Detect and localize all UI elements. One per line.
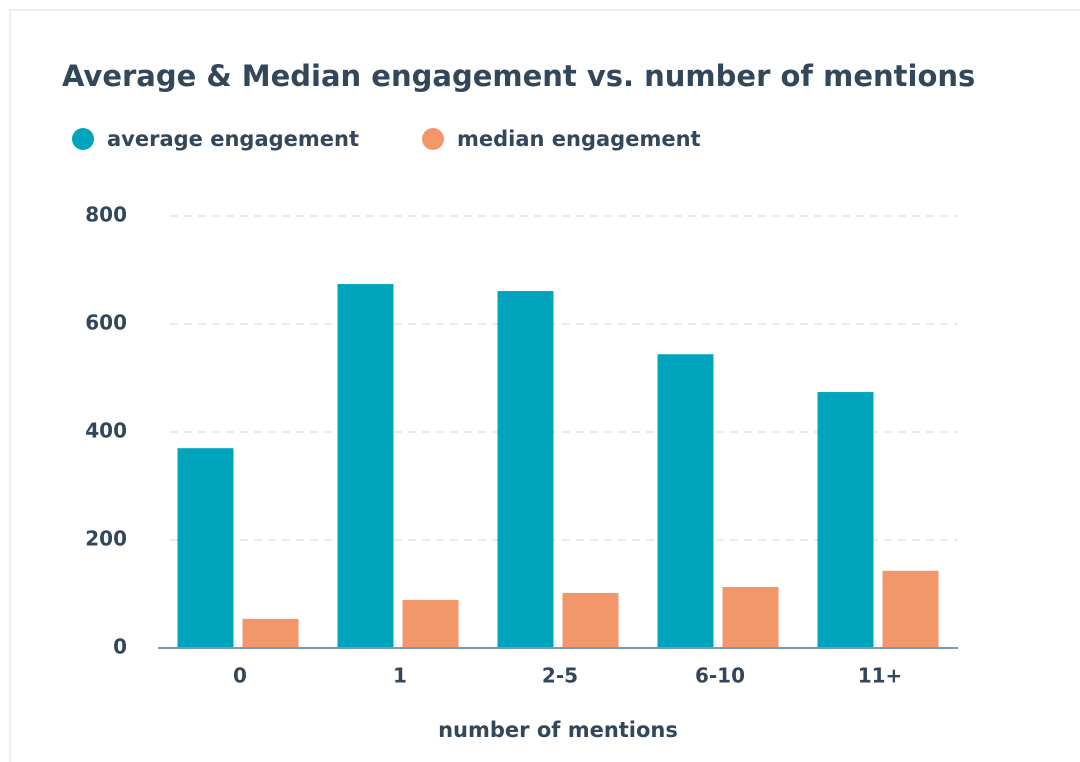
bar: [722, 586, 779, 648]
y-tick-label: 400: [85, 419, 127, 443]
x-tick-label: 11+: [858, 664, 903, 688]
bar: [497, 291, 554, 648]
x-tick-label: 1: [393, 664, 407, 688]
bar: [242, 618, 299, 648]
legend-label: median engagement: [457, 127, 701, 151]
x-axis-title: number of mentions: [438, 718, 678, 742]
bar: [337, 284, 394, 648]
bar: [817, 392, 874, 648]
bar: [562, 592, 619, 648]
bar: [882, 570, 939, 648]
y-tick-label: 600: [85, 311, 127, 335]
y-tick-label: 800: [85, 203, 127, 227]
chart-title: Average & Median engagement vs. number o…: [62, 59, 975, 93]
bar: [657, 354, 714, 648]
legend-label: average engagement: [107, 127, 359, 151]
legend-swatch: [422, 128, 444, 150]
bar: [177, 448, 234, 648]
y-tick-label: 0: [113, 635, 127, 659]
x-tick-label: 0: [233, 664, 247, 688]
y-tick-label: 200: [85, 527, 127, 551]
bar: [402, 599, 459, 648]
x-tick-label: 6-10: [695, 664, 745, 688]
legend-swatch: [72, 128, 94, 150]
x-tick-label: 2-5: [542, 664, 578, 688]
